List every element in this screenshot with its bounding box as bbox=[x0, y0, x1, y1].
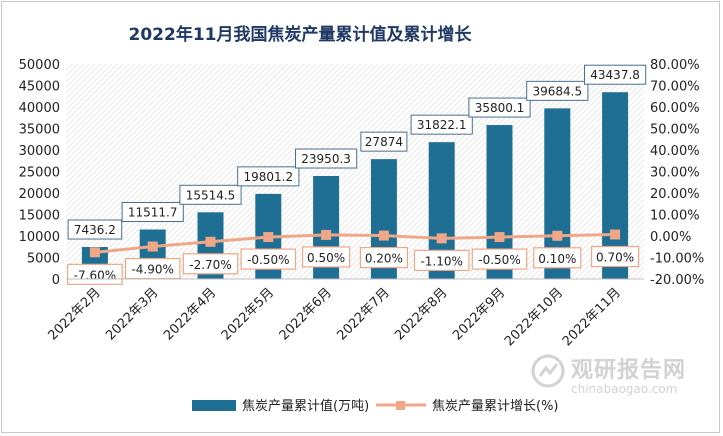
line-label-box bbox=[471, 248, 528, 270]
right-axis-tick-label: 0.00% bbox=[650, 230, 691, 245]
x-axis-tick-label: 2022年8月 bbox=[392, 285, 450, 343]
left-axis-tick-label: 15000 bbox=[19, 209, 60, 224]
line-data-label: -7.60% bbox=[74, 268, 116, 282]
line-label-box bbox=[302, 246, 351, 268]
x-axis-tick-label: 2022年4月 bbox=[161, 285, 219, 343]
bar-label-box bbox=[179, 184, 242, 205]
line-marker bbox=[263, 232, 274, 243]
bar-label-box bbox=[67, 219, 123, 240]
line-data-label: -0.50% bbox=[247, 253, 289, 267]
bar-label-box bbox=[237, 166, 300, 187]
legend-bar-swatch bbox=[192, 400, 236, 411]
right-axis-tick-label: 80.00% bbox=[650, 58, 700, 73]
watermark-en: chinabaogao.com bbox=[571, 382, 678, 396]
line-marker bbox=[494, 232, 505, 243]
line-series bbox=[89, 229, 621, 258]
right-axis-tick-label: -10.00% bbox=[650, 252, 704, 267]
line-data-label: 0.20% bbox=[365, 252, 403, 266]
bar-data-label: 31822.1 bbox=[417, 118, 467, 132]
line-marker bbox=[552, 230, 563, 241]
line-data-label: -0.50% bbox=[478, 253, 520, 267]
left-axis: 0 5000 10000 15000 20000 25000 30000 35000 40000… bbox=[19, 58, 60, 288]
right-axis: -20.00% -10.00% 0.00% 10.00% 20.00% 30.00% 40.… bbox=[650, 58, 704, 288]
bar-data-label: 27874 bbox=[365, 135, 403, 149]
watermark-cn: 观研报告网 bbox=[571, 358, 687, 383]
bar-data-label: 43437.8 bbox=[590, 68, 640, 82]
x-axis-tick-label: 2022年2月 bbox=[45, 285, 103, 343]
line-label-box bbox=[413, 249, 470, 271]
left-axis-tick-label: 45000 bbox=[19, 80, 60, 95]
line-label-box bbox=[182, 253, 239, 275]
bar-data-label: 19801.2 bbox=[243, 170, 293, 184]
line-data-label: -2.70% bbox=[189, 258, 231, 272]
left-axis-tick-label: 50000 bbox=[19, 58, 60, 73]
bar-data-label: 23950.3 bbox=[301, 152, 351, 166]
right-axis-tick-label: 70.00% bbox=[650, 80, 700, 95]
right-axis-tick-label: 40.00% bbox=[650, 144, 700, 159]
bar-data-label: 15514.5 bbox=[186, 188, 236, 202]
left-axis-tick-label: 10000 bbox=[19, 230, 60, 245]
x-axis-tick-label: 2022年9月 bbox=[450, 285, 508, 343]
legend-bar-label: 焦炭产量累计值(万吨) bbox=[242, 398, 369, 414]
left-axis-tick-label: 5000 bbox=[27, 252, 60, 267]
right-axis-tick-label: 20.00% bbox=[650, 187, 700, 202]
bar-label-box bbox=[468, 97, 531, 118]
line-marker bbox=[378, 230, 389, 241]
line-data-label: 0.70% bbox=[596, 250, 634, 264]
bar-label-box bbox=[295, 148, 358, 169]
line-label-box bbox=[533, 247, 582, 269]
x-axis-tick-label: 2022年6月 bbox=[277, 285, 335, 343]
x-axis: 2022年2月 2022年3月 2022年4月 2022年5月 2022年6月 2022年… bbox=[45, 278, 644, 349]
x-axis-tick-label: 2022年5月 bbox=[219, 285, 277, 343]
line-marker bbox=[205, 236, 216, 247]
bar-label-box bbox=[410, 114, 473, 135]
line-data-label: -1.10% bbox=[420, 254, 462, 268]
bar-data-label: 7436.2 bbox=[74, 223, 116, 237]
right-axis-tick-label: 30.00% bbox=[650, 166, 700, 181]
bar-data-label: 35800.1 bbox=[475, 101, 525, 115]
bar-label-box bbox=[121, 201, 184, 222]
left-axis-tick-label: 20000 bbox=[19, 187, 60, 202]
line-label-box bbox=[590, 245, 640, 268]
line-marker bbox=[321, 229, 332, 240]
bar-label-box bbox=[526, 80, 589, 101]
line-label-box bbox=[359, 246, 408, 269]
bar-data-labels: 7436.2 11511.7 15514.5 19801.2 23950.3 27874 3… bbox=[67, 64, 647, 240]
left-axis-tick-label: 25000 bbox=[19, 166, 60, 181]
line-marker bbox=[436, 233, 447, 244]
line-data-label: -4.90% bbox=[131, 263, 173, 277]
legend: 焦炭产量累计值(万吨) 焦炭产量累计增长(%) bbox=[192, 398, 559, 414]
line-marker bbox=[147, 241, 158, 252]
left-axis-tick-label: 30000 bbox=[19, 144, 60, 159]
watermark-logo-icon bbox=[531, 354, 565, 388]
x-axis-tick-label: 2022年10月 bbox=[502, 285, 566, 349]
line-label-box bbox=[240, 248, 297, 270]
bar-data-label: 11511.7 bbox=[128, 205, 178, 219]
line-marker bbox=[610, 229, 621, 240]
growth-line bbox=[94, 232, 616, 254]
line-data-label: 0.10% bbox=[538, 252, 576, 266]
left-axis-tick-label: 40000 bbox=[19, 101, 60, 116]
line-marker bbox=[89, 247, 100, 258]
line-data-label: 0.50% bbox=[307, 251, 345, 265]
watermark: 观研报告网 chinabaogao.com bbox=[531, 352, 711, 402]
right-axis-tick-label: 50.00% bbox=[650, 123, 700, 138]
right-axis-tick-label: -20.00% bbox=[650, 273, 704, 288]
bar-label-box bbox=[360, 131, 408, 152]
left-axis-tick-label: 0 bbox=[52, 273, 60, 288]
right-axis-tick-label: 60.00% bbox=[650, 101, 700, 116]
x-axis-tick-label: 2022年3月 bbox=[103, 285, 161, 343]
x-axis-tick-label: 2022年11月 bbox=[560, 285, 624, 349]
right-axis-tick-label: 10.00% bbox=[650, 209, 700, 224]
bar-data-label: 39684.5 bbox=[532, 84, 582, 98]
chart-title: 2022年11月我国焦炭产量累计值及累计增长 bbox=[129, 24, 473, 45]
left-axis-tick-label: 35000 bbox=[19, 123, 60, 138]
bar-label-box bbox=[584, 64, 647, 85]
legend-line-label: 焦炭产量累计增长(%) bbox=[432, 399, 559, 414]
x-axis-tick-label: 2022年7月 bbox=[334, 285, 392, 343]
legend-line-marker bbox=[396, 401, 405, 410]
